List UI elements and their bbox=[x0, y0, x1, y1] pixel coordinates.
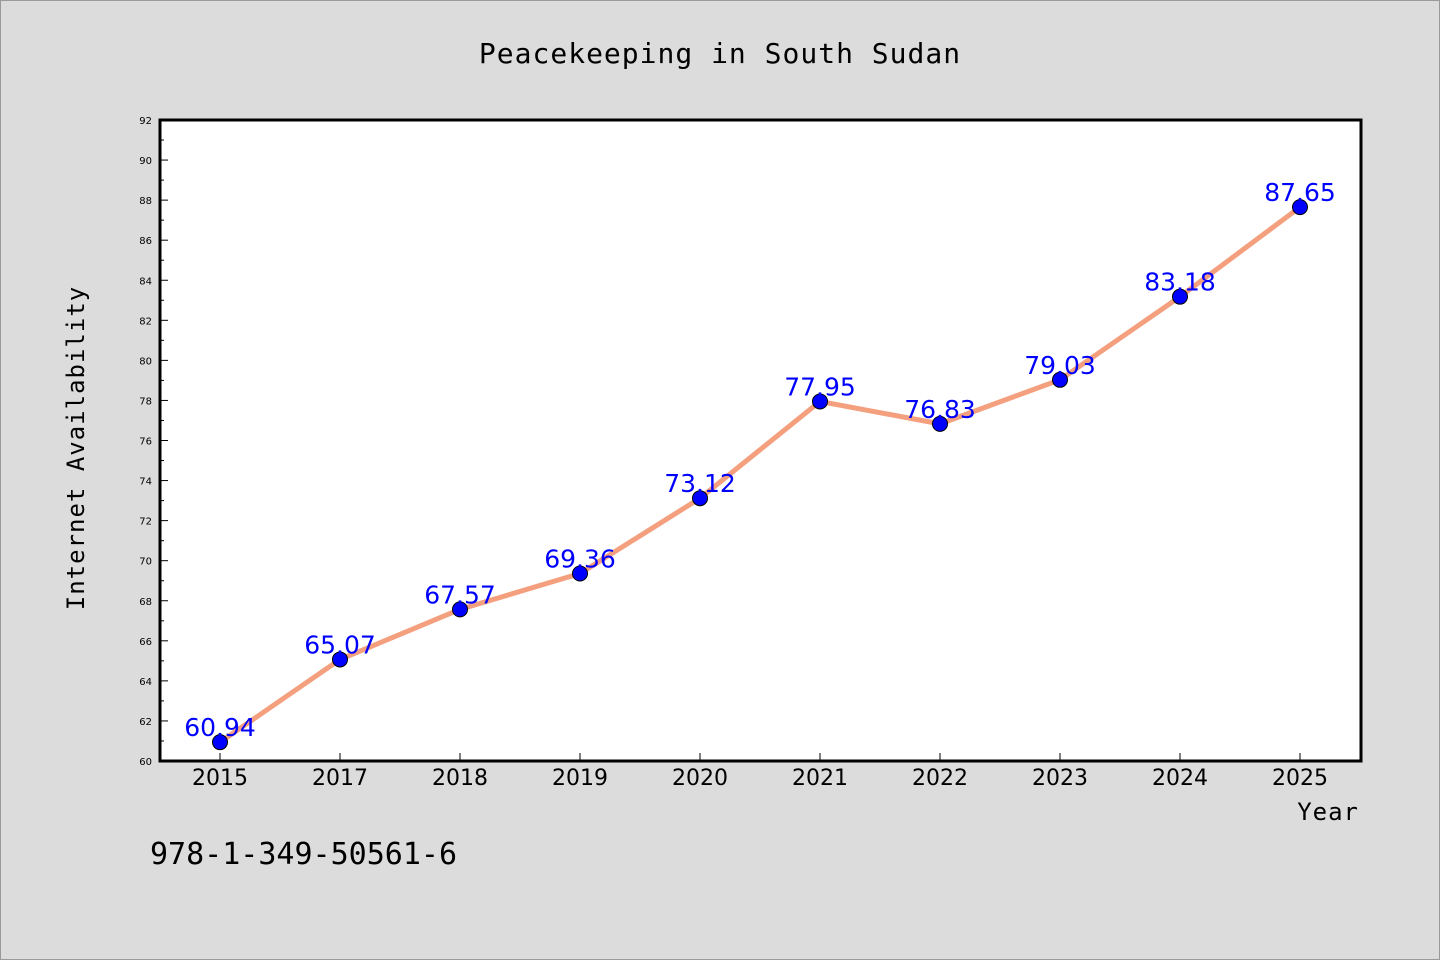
x-axis: 2015 2017 2018 2019 2020 2021 2022 2023 2024 2025 bbox=[192, 753, 1328, 791]
data-point bbox=[572, 565, 588, 582]
y-tick-label: 74 bbox=[139, 477, 152, 488]
data-point bbox=[1172, 288, 1188, 305]
data-point bbox=[332, 651, 348, 668]
x-tick-label: 2024 bbox=[1152, 766, 1208, 791]
x-tick-label: 2022 bbox=[912, 766, 968, 791]
plot-area bbox=[158, 118, 1363, 763]
x-tick-label: 2017 bbox=[312, 766, 368, 791]
isbn-footer: 978-1-349-50561-6 bbox=[150, 837, 457, 872]
data-label: 65.07 bbox=[304, 630, 376, 659]
y-tick-label: 66 bbox=[139, 637, 152, 648]
x-tick-label: 2015 bbox=[192, 766, 248, 791]
x-tick-label: 2019 bbox=[552, 766, 608, 791]
x-axis-label: Year bbox=[1297, 798, 1359, 826]
y-axis-label: Internet Availability bbox=[62, 286, 90, 610]
data-label: 60.94 bbox=[184, 713, 256, 742]
data-label: 69.36 bbox=[544, 545, 616, 574]
data-labels-group: 60.94 65.07 67.57 69.36 73.12 77.95 76.83 79.03… bbox=[184, 178, 1336, 742]
y-tick-label: 60 bbox=[139, 757, 152, 768]
y-tick-label: 76 bbox=[139, 437, 152, 448]
y-tick-label: 70 bbox=[139, 557, 152, 568]
y-tick-label: 72 bbox=[139, 517, 152, 528]
data-point bbox=[1052, 371, 1068, 388]
data-label: 79.03 bbox=[1024, 351, 1096, 380]
data-point bbox=[932, 415, 948, 432]
y-tick-label: 78 bbox=[139, 396, 152, 407]
x-tick-label: 2023 bbox=[1032, 766, 1088, 791]
data-point bbox=[1292, 199, 1308, 216]
series-line-group bbox=[212, 199, 1308, 751]
y-tick-label: 90 bbox=[139, 156, 152, 167]
data-label: 76.83 bbox=[904, 395, 976, 424]
chart-title: Peacekeeping in South Sudan bbox=[479, 37, 961, 70]
y-tick-label: 92 bbox=[139, 116, 152, 127]
data-label: 87.65 bbox=[1264, 178, 1336, 207]
x-tick-label: 2025 bbox=[1272, 766, 1328, 791]
y-tick-label: 84 bbox=[139, 276, 152, 287]
data-point bbox=[692, 490, 708, 507]
series-line bbox=[217, 204, 1303, 745]
data-label: 67.57 bbox=[424, 580, 496, 609]
y-tick-label: 64 bbox=[139, 677, 152, 688]
data-point bbox=[212, 734, 228, 751]
y-tick-label: 80 bbox=[139, 356, 152, 367]
x-tick-label: 2018 bbox=[432, 766, 488, 791]
data-label: 83.18 bbox=[1144, 268, 1216, 297]
y-tick-label: 68 bbox=[139, 597, 152, 608]
data-point bbox=[452, 601, 468, 618]
y-tick-label: 88 bbox=[139, 196, 152, 207]
x-tick-label: 2020 bbox=[672, 766, 728, 791]
y-axis: 60 62 64 66 68 70 72 74 76 78 80 82 84 86 88 90 92 bbox=[139, 116, 168, 768]
y-tick-label: 82 bbox=[139, 316, 152, 327]
x-tick-label: 2021 bbox=[792, 766, 848, 791]
data-label: 77.95 bbox=[784, 372, 856, 401]
data-label: 73.12 bbox=[664, 469, 736, 498]
y-tick-label: 62 bbox=[139, 717, 152, 728]
data-point bbox=[812, 393, 828, 410]
y-tick-label: 86 bbox=[139, 236, 152, 247]
